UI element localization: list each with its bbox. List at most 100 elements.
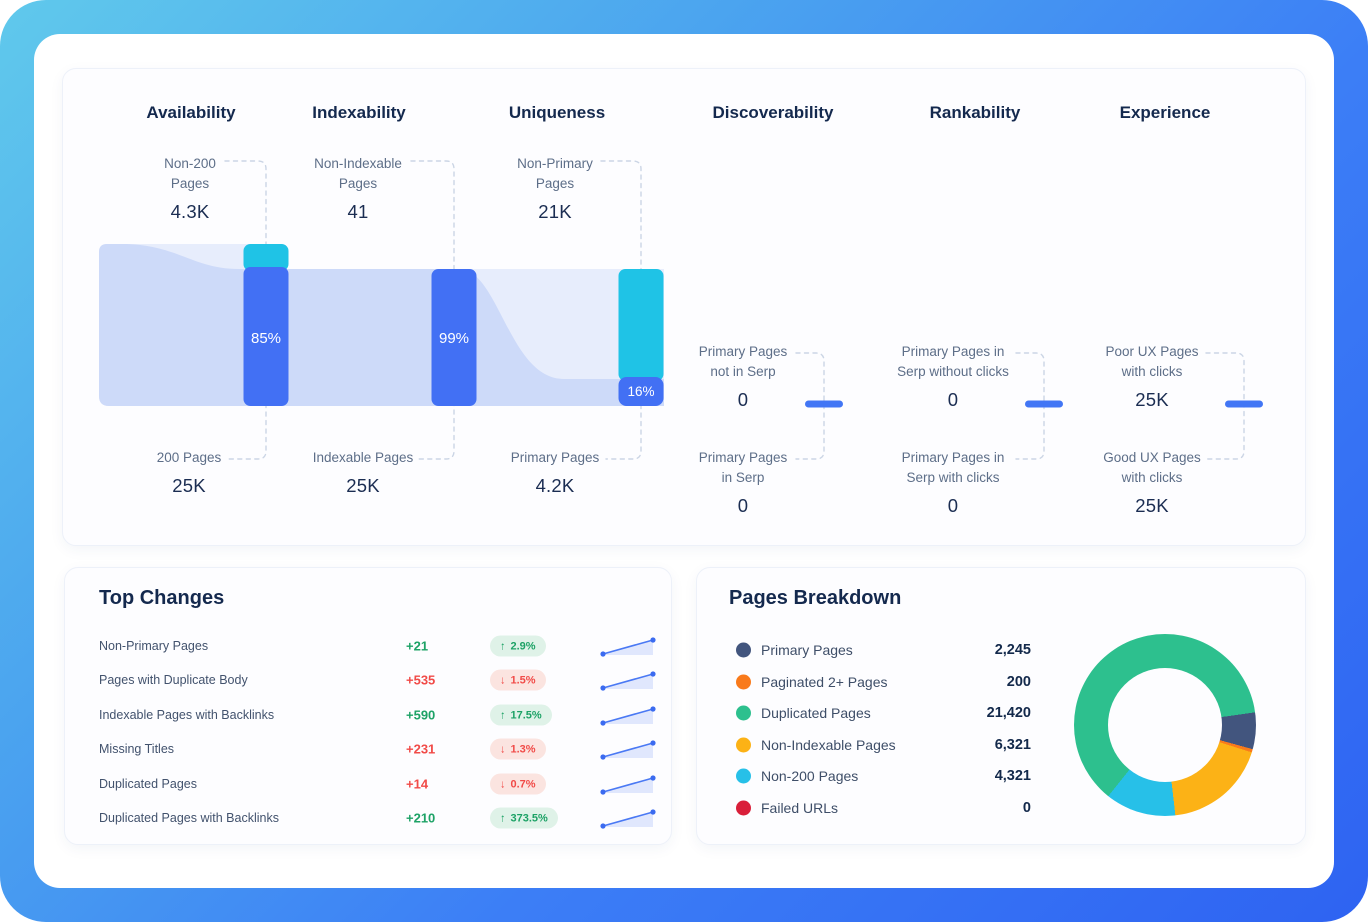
funnel-flow-dark — [99, 244, 664, 406]
stat-value: 25K — [346, 475, 380, 496]
pages-breakdown-card: Pages Breakdown Primary Pages 2,245 Pagi… — [696, 567, 1306, 845]
legend-label: Non-200 Pages — [761, 768, 859, 784]
funnel-bar-non-200[interactable] — [243, 244, 289, 271]
legend-item: Failed URLs 0 — [697, 792, 1305, 824]
stat-value: 25K — [1135, 495, 1169, 516]
donut-hole — [1108, 668, 1222, 782]
legend-value: 21,420 — [986, 705, 1031, 721]
metric-delta: +14 — [406, 776, 429, 792]
trend-arrow-icon: ↓ — [500, 674, 506, 686]
trend-pct: 17.5% — [510, 709, 542, 721]
sparkline-chart — [600, 775, 656, 795]
legend-dot-non-indexable-pages — [736, 737, 751, 752]
stat-value: 25K — [1135, 389, 1169, 410]
stat-label: Primary Pages not in Serp — [698, 344, 788, 379]
zero-bar-experience[interactable] — [1225, 400, 1263, 408]
funnel-bar-primary[interactable] — [618, 377, 664, 406]
stat-label: Non-Primary Pages — [517, 156, 593, 191]
stat-value: 4.3K — [170, 201, 210, 222]
trend-badge: ↑ 373.5% — [490, 807, 558, 829]
legend-label: Duplicated Pages — [761, 705, 871, 721]
legend-dot-paginated-pages — [736, 674, 751, 689]
column-title-experience: Experience — [1119, 103, 1211, 122]
zero-bar-discoverability[interactable] — [805, 400, 843, 408]
top-changes-row: Duplicated Pages +14 ↓ 0.7% — [65, 767, 671, 801]
column-title-indexability: Indexability — [312, 103, 406, 122]
stat-indexable-pages: Indexable Pages 25K — [313, 448, 414, 497]
trend-pct: 2.9% — [510, 640, 536, 652]
stat-primary-pages-serp-no-clicks: Primary Pages in Serp without clicks 0 — [897, 342, 1009, 411]
stat-value: 0 — [737, 389, 749, 410]
stat-label: Indexable Pages — [312, 450, 414, 465]
top-changes-row: Indexable Pages with Backlinks +590 ↑ 17.… — [65, 698, 671, 732]
site-health-funnel-card: Availability Indexability Uniqueness Dis… — [62, 68, 1306, 546]
metric-label: Missing Titles — [99, 742, 175, 756]
trend-arrow-icon: ↑ — [500, 709, 506, 721]
stat-value: 21K — [538, 201, 572, 222]
legend-item: Non-Indexable Pages 6,321 — [697, 729, 1305, 761]
stat-primary-pages-in-serp: Primary Pages in Serp 0 — [699, 448, 788, 517]
stat-value: 0 — [947, 495, 959, 516]
sparkline-chart — [600, 706, 656, 726]
bracket-uniqueness — [600, 160, 642, 460]
legend-item: Duplicated Pages 21,420 — [697, 697, 1305, 729]
legend-label: Paginated 2+ Pages — [761, 673, 888, 690]
stat-label: Primary Pages in Serp with clicks — [901, 450, 1005, 485]
trend-badge: ↑ 2.9% — [490, 635, 546, 657]
top-changes-card: Top Changes Non-Primary Pages +21 ↑ 2.9% … — [64, 567, 672, 845]
funnel-bar-indexable[interactable] — [431, 269, 477, 406]
stat-value: 4.2K — [535, 475, 575, 496]
stat-non-indexable-pages: Non-Indexable Pages 41 — [314, 154, 402, 223]
trend-badge: ↓ 1.5% — [490, 669, 546, 691]
sparkline-chart — [600, 637, 656, 657]
sparkline-chart — [600, 671, 656, 691]
main-panel: Availability Indexability Uniqueness Dis… — [34, 34, 1334, 888]
column-title-uniqueness: Uniqueness — [508, 103, 606, 122]
top-changes-row: Duplicated Pages with Backlinks +210 ↑ 37… — [65, 801, 671, 835]
funnel-bar-200[interactable] — [243, 267, 289, 406]
legend-item: Non-200 Pages 4,321 — [697, 760, 1305, 792]
stat-label: Primary Pages in Serp without clicks — [897, 344, 1009, 379]
trend-pct: 1.3% — [510, 743, 536, 755]
legend-dot-primary-pages — [736, 642, 751, 658]
legend-dot-non-200-pages — [736, 768, 751, 784]
column-title-discoverability: Discoverability — [712, 103, 834, 122]
top-changes-row: Non-Primary Pages +21 ↑ 2.9% — [65, 629, 671, 663]
stat-value: 25K — [172, 475, 206, 496]
stat-label: Primary Pages in Serp — [698, 450, 788, 485]
legend-item: Primary Pages 2,245 — [697, 634, 1305, 666]
zero-bar-rankability[interactable] — [1025, 400, 1063, 408]
legend-item: Paginated 2+ Pages 200 — [697, 666, 1305, 698]
column-title-availability: Availability — [146, 103, 236, 122]
top-changes-row: Missing Titles +231 ↓ 1.3% — [65, 732, 671, 766]
legend-value: 0 — [1022, 799, 1031, 816]
trend-badge: ↓ 0.7% — [490, 773, 546, 795]
stat-poor-ux-pages-with-clicks: Poor UX Pages with clicks 25K — [1105, 342, 1198, 411]
funnel-bar-non-primary[interactable] — [618, 269, 664, 381]
trend-pct: 1.5% — [510, 674, 536, 686]
legend-dot-duplicated-pages — [736, 705, 751, 721]
legend-value: 4,321 — [994, 768, 1031, 784]
metric-label: Non-Primary Pages — [99, 639, 209, 653]
trend-arrow-icon: ↑ — [500, 812, 506, 824]
pages-breakdown-donut-chart[interactable] — [1074, 634, 1256, 816]
stat-primary-pages: Primary Pages 4.2K — [511, 448, 600, 497]
legend-label: Failed URLs — [761, 799, 839, 816]
top-changes-row: Pages with Duplicate Body +535 ↓ 1.5% — [65, 663, 671, 697]
metric-delta: +590 — [406, 707, 436, 723]
stat-value: 0 — [737, 495, 749, 516]
sparkline-chart — [600, 809, 656, 829]
metric-label: Indexable Pages with Backlinks — [99, 708, 275, 722]
stat-non-primary-pages: Non-Primary Pages 21K — [517, 154, 593, 223]
stat-primary-pages-not-in-serp: Primary Pages not in Serp 0 — [699, 342, 788, 411]
legend-value: 200 — [1006, 673, 1031, 690]
funnel-chart: 85% 99% 16% — [99, 244, 664, 406]
metric-label: Pages with Duplicate Body — [99, 673, 248, 687]
funnel-pct-availability: 85% — [251, 330, 281, 347]
stat-label: Non-Indexable Pages — [314, 156, 402, 191]
stat-value: 41 — [347, 201, 369, 222]
funnel-pct-uniqueness: 16% — [627, 384, 654, 399]
metric-delta: +210 — [406, 810, 436, 826]
stat-good-ux-pages-with-clicks: Good UX Pages with clicks 25K — [1103, 448, 1201, 517]
